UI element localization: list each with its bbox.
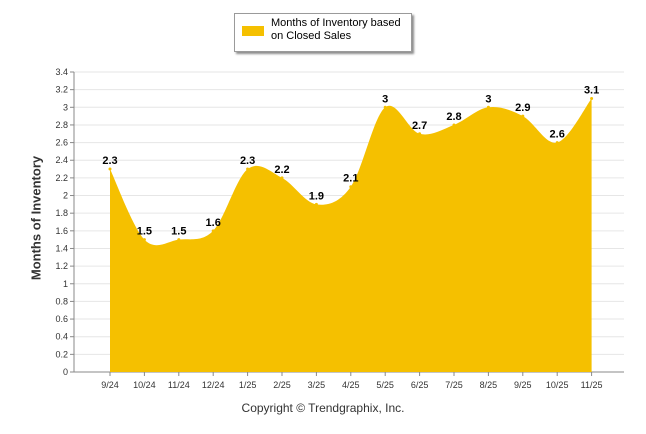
data-label: 2.2 bbox=[274, 164, 289, 176]
series-area bbox=[108, 96, 594, 372]
data-point bbox=[108, 167, 112, 171]
x-tick-label: 7/25 bbox=[445, 380, 463, 390]
y-tick-label: 1.4 bbox=[55, 243, 68, 253]
data-label: 3.1 bbox=[584, 84, 599, 96]
legend: Months of Inventory based on Closed Sale… bbox=[234, 13, 412, 52]
y-tick-label: 0.6 bbox=[55, 314, 68, 324]
data-point bbox=[452, 123, 456, 127]
x-tick-label: 5/25 bbox=[376, 380, 394, 390]
y-tick-label: 3.2 bbox=[55, 85, 68, 95]
x-tick-label: 9/25 bbox=[514, 380, 532, 390]
data-label: 1.6 bbox=[206, 217, 221, 229]
y-tick-label: 1 bbox=[63, 279, 68, 289]
y-tick-label: 2.8 bbox=[55, 120, 68, 130]
data-label: 2.3 bbox=[240, 155, 255, 167]
x-tick-label: 2/25 bbox=[273, 380, 291, 390]
x-tick-labels: 9/24 10/24 11/24 12/24 1/25 2/25 3/25 4/25 5/25 6… bbox=[101, 380, 602, 390]
data-point bbox=[314, 202, 318, 206]
y-tick-label: 2.6 bbox=[55, 138, 68, 148]
data-point bbox=[349, 185, 353, 189]
copyright-text: Copyright © Trendgraphix, Inc. bbox=[241, 401, 405, 415]
data-label: 2.6 bbox=[550, 129, 565, 141]
data-point bbox=[211, 229, 215, 233]
y-tick-labels: 0 0.2 0.4 0.6 0.8 1 1.2 1.4 1.6 1.8 2 2.2 2.4 2.6 2.8 3… bbox=[55, 67, 68, 377]
y-tick-label: 0.4 bbox=[55, 332, 68, 342]
data-label: 2.1 bbox=[343, 173, 358, 185]
data-point bbox=[142, 238, 146, 242]
y-tick-label: 1.2 bbox=[55, 261, 68, 271]
x-tick-label: 11/24 bbox=[168, 380, 190, 390]
y-tick-label: 2.2 bbox=[55, 173, 68, 183]
x-tick-label: 4/25 bbox=[342, 380, 360, 390]
y-tick-label: 2 bbox=[63, 191, 68, 201]
y-tick-label: 1.8 bbox=[55, 208, 68, 218]
data-label: 1.5 bbox=[171, 226, 186, 238]
data-point bbox=[246, 167, 250, 171]
data-point bbox=[555, 141, 559, 145]
y-tick-label: 3 bbox=[63, 102, 68, 112]
legend-label: Months of Inventory based on Closed Sale… bbox=[271, 17, 401, 42]
x-tick-label: 6/25 bbox=[411, 380, 429, 390]
y-tick-label: 0.8 bbox=[55, 296, 68, 306]
y-axis-label: Months of Inventory bbox=[28, 155, 44, 281]
data-label: 3 bbox=[485, 93, 491, 105]
data-labels: 2.3 1.5 1.5 1.6 2.3 2.2 1.9 2.1 3 2.7 2.8 3 2.9 2.6 3.… bbox=[102, 84, 599, 237]
legend-swatch bbox=[242, 26, 264, 36]
data-point bbox=[177, 238, 181, 242]
data-label: 2.7 bbox=[412, 120, 427, 132]
area-series bbox=[110, 98, 592, 372]
y-tick-label: 0 bbox=[63, 367, 68, 377]
data-point bbox=[383, 105, 387, 109]
data-point bbox=[590, 96, 594, 100]
y-tick-label: 2.4 bbox=[55, 155, 68, 165]
x-tick-label: 12/24 bbox=[202, 380, 225, 390]
data-point bbox=[486, 105, 490, 109]
data-label: 2.9 bbox=[515, 102, 530, 114]
x-tick-label: 10/25 bbox=[546, 380, 569, 390]
data-label: 2.3 bbox=[102, 155, 117, 167]
data-point bbox=[521, 114, 525, 118]
y-tick-label: 1.6 bbox=[55, 226, 68, 236]
data-point bbox=[418, 132, 422, 136]
x-tick-label: 1/25 bbox=[239, 380, 257, 390]
data-label: 1.5 bbox=[137, 226, 152, 238]
x-tick-label: 10/24 bbox=[133, 380, 156, 390]
y-tick-label: 3.4 bbox=[55, 67, 68, 77]
x-tick-label: 8/25 bbox=[480, 380, 498, 390]
data-point bbox=[280, 176, 284, 180]
data-label: 3 bbox=[382, 93, 388, 105]
y-tick-label: 0.2 bbox=[55, 349, 68, 359]
data-label: 1.9 bbox=[309, 190, 324, 202]
x-tick-label: 3/25 bbox=[308, 380, 326, 390]
x-tick-label: 11/25 bbox=[581, 380, 603, 390]
x-tick-label: 9/24 bbox=[101, 380, 119, 390]
data-label: 2.8 bbox=[446, 111, 461, 123]
